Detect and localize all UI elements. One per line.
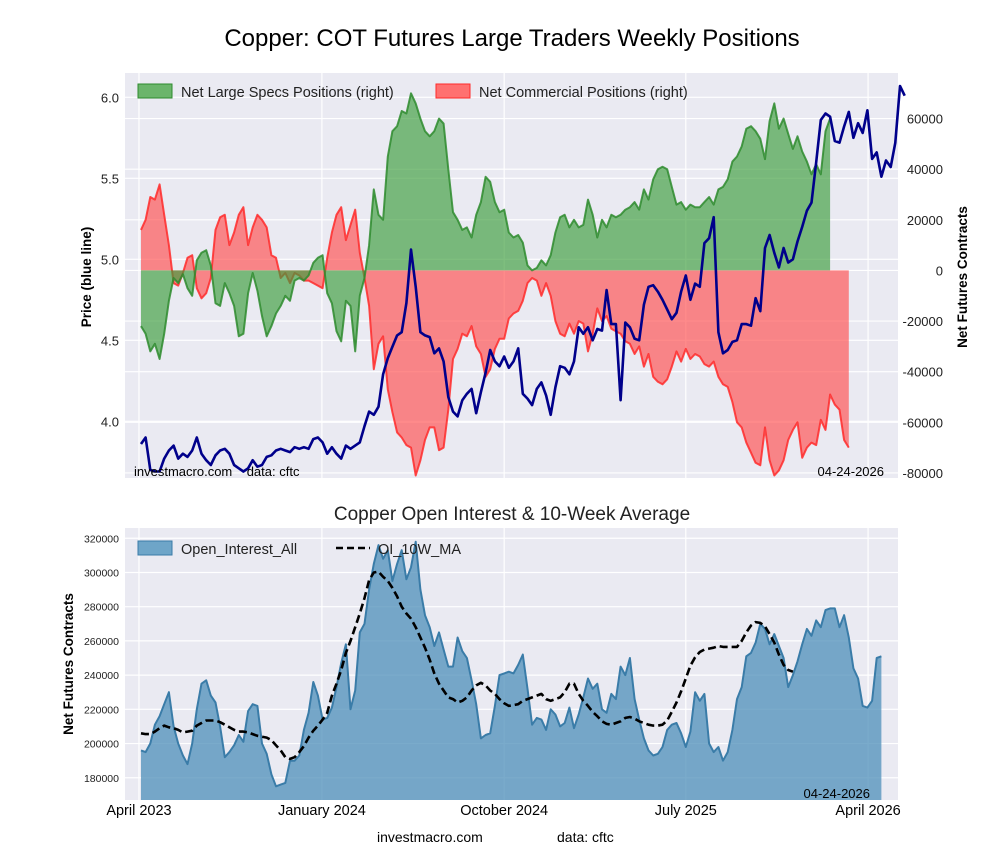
top-price-series bbox=[139, 84, 906, 473]
watermark-bottom-date: 04-24-2026 bbox=[804, 786, 871, 801]
footer-data: data: cftc bbox=[557, 829, 614, 845]
ma-line bbox=[140, 570, 794, 761]
bottom-tick-label: 180000 bbox=[84, 773, 119, 785]
top-area-series bbox=[140, 92, 850, 477]
bottom-legend: Open_Interest_All OI_10W_MA bbox=[137, 540, 461, 558]
commercial-series-area bbox=[141, 184, 849, 476]
top-left-axis: 4.0 4.5 5.0 5.5 6.0 bbox=[101, 90, 119, 429]
open-interest-line bbox=[140, 540, 882, 788]
legend-swatch-specs bbox=[137, 83, 173, 99]
legend-label-open-interest: Open_Interest_All bbox=[181, 542, 297, 558]
top-right-tick-label: -40000 bbox=[903, 365, 943, 380]
bottom-tick-label: 260000 bbox=[84, 636, 119, 648]
top-right-tick-label: -20000 bbox=[903, 314, 943, 329]
price-line bbox=[139, 84, 906, 473]
top-panel: 4.0 4.5 5.0 5.5 6.0 -80000 -60000 -40000 -20000… bbox=[79, 73, 970, 481]
top-left-tick-label: 4.5 bbox=[101, 333, 119, 348]
legend-swatch-commercial bbox=[435, 83, 471, 99]
top-right-tick-label: 40000 bbox=[907, 162, 943, 177]
watermark-top-left: investmacro.com data: cftc bbox=[134, 464, 300, 479]
footer-site: investmacro.com bbox=[377, 829, 483, 845]
legend-label-specs: Net Large Specs Positions (right) bbox=[181, 85, 394, 101]
bottom-tick-label: 240000 bbox=[84, 670, 119, 682]
watermark-top-date: 04-24-2026 bbox=[818, 464, 885, 479]
open-interest-area bbox=[141, 541, 882, 800]
x-tick-label: October 2024 bbox=[460, 803, 548, 819]
top-left-ylabel: Price (blue line) bbox=[79, 227, 94, 328]
top-legend: Net Large Specs Positions (right) Net Co… bbox=[137, 83, 688, 101]
top-right-tick-label: -80000 bbox=[903, 466, 943, 481]
bottom-left-axis: 180000 200000 220000 240000 260000 280000 3000… bbox=[84, 533, 119, 784]
top-right-tick-label: -60000 bbox=[903, 415, 943, 430]
bottom-tick-label: 280000 bbox=[84, 602, 119, 614]
bottom-x-axis: April 2023 January 2024 October 2024 July 2… bbox=[106, 803, 900, 819]
bottom-panel: 180000 200000 220000 240000 260000 280000 3000… bbox=[61, 528, 901, 819]
bottom-tick-label: 220000 bbox=[84, 704, 119, 716]
top-left-tick-label: 4.0 bbox=[101, 414, 119, 429]
specs-series-area bbox=[141, 93, 831, 360]
top-left-tick-label: 5.0 bbox=[101, 252, 119, 267]
legend-swatch-open-interest bbox=[137, 540, 173, 556]
chart-subtitle: Copper Open Interest & 10-Week Average bbox=[334, 504, 690, 525]
commercial-series-line bbox=[140, 183, 850, 477]
bottom-tick-label: 300000 bbox=[84, 567, 119, 579]
top-right-tick-label: 60000 bbox=[907, 112, 943, 127]
x-tick-label: April 2026 bbox=[835, 803, 900, 819]
bottom-ylabel: Net Futures Contracts bbox=[61, 593, 76, 735]
top-left-tick-label: 6.0 bbox=[101, 90, 119, 105]
specs-series-line bbox=[140, 92, 832, 360]
legend-label-ma: OI_10W_MA bbox=[378, 542, 461, 558]
top-right-ylabel: Net Futures Contracts bbox=[955, 206, 970, 348]
bottom-tick-label: 200000 bbox=[84, 739, 119, 751]
chart-title: Copper: COT Futures Large Traders Weekly… bbox=[224, 25, 799, 52]
legend-label-commercial: Net Commercial Positions (right) bbox=[479, 85, 688, 101]
bottom-tick-label: 320000 bbox=[84, 533, 119, 545]
top-left-tick-label: 5.5 bbox=[101, 171, 119, 186]
top-right-tick-label: 20000 bbox=[907, 213, 943, 228]
x-tick-label: April 2023 bbox=[106, 803, 171, 819]
x-tick-label: January 2024 bbox=[278, 803, 366, 819]
x-tick-label: July 2025 bbox=[655, 803, 717, 819]
top-right-axis: -80000 -60000 -40000 -20000 0 20000 40000 60000 bbox=[903, 112, 943, 481]
top-right-tick-label: 0 bbox=[936, 263, 943, 278]
bottom-series bbox=[140, 540, 882, 800]
